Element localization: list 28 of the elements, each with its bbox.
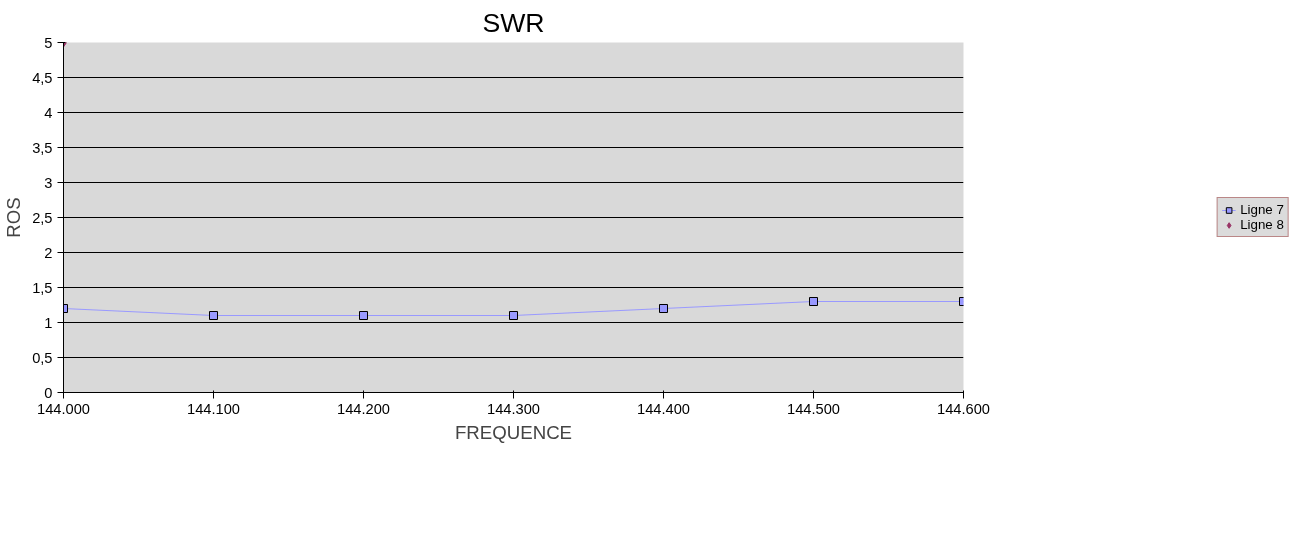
chart-title: SWR	[482, 7, 545, 38]
point	[809, 297, 818, 306]
point	[209, 311, 218, 320]
y-tick-label: 0,5	[32, 349, 53, 366]
x-tick-label: 144.600	[937, 400, 990, 417]
x-tick-label: 144.500	[787, 400, 840, 417]
y-tick-label: 4	[44, 104, 53, 121]
y-tick-label: 3	[44, 174, 53, 191]
y-tick-label: 2	[44, 244, 53, 261]
y-tick-label: 1	[44, 314, 53, 331]
x-tick-label: 144.100	[187, 400, 240, 417]
point	[659, 304, 668, 313]
x-tick-label: 144.300	[487, 400, 540, 417]
x-axis-title: FREQUENCE	[454, 421, 573, 443]
legend-label: Ligne 8	[1240, 217, 1284, 232]
x-tick-label: 144.000	[37, 400, 90, 417]
legend-label: Ligne 7	[1240, 202, 1284, 217]
y-tick-label: 1,5	[32, 279, 53, 296]
y-tick-label: 0	[44, 384, 53, 401]
y-tick-label: 5	[44, 34, 53, 51]
y-axis-title: ROS	[3, 197, 25, 238]
y-tick-label: 2,5	[32, 209, 53, 226]
point	[509, 311, 518, 320]
y-tick-label: 4,5	[32, 69, 53, 86]
x-tick-label: 144.200	[337, 400, 390, 417]
point	[359, 311, 368, 320]
y-tick-label: 3,5	[32, 139, 53, 156]
x-tick-label: 144.400	[637, 400, 690, 417]
